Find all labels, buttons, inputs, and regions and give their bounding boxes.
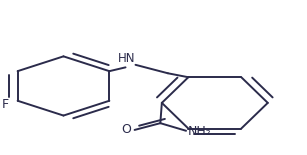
Text: F: F — [2, 98, 9, 111]
Text: O: O — [121, 123, 131, 136]
Text: HN: HN — [118, 52, 136, 65]
Text: NH₂: NH₂ — [188, 125, 212, 138]
